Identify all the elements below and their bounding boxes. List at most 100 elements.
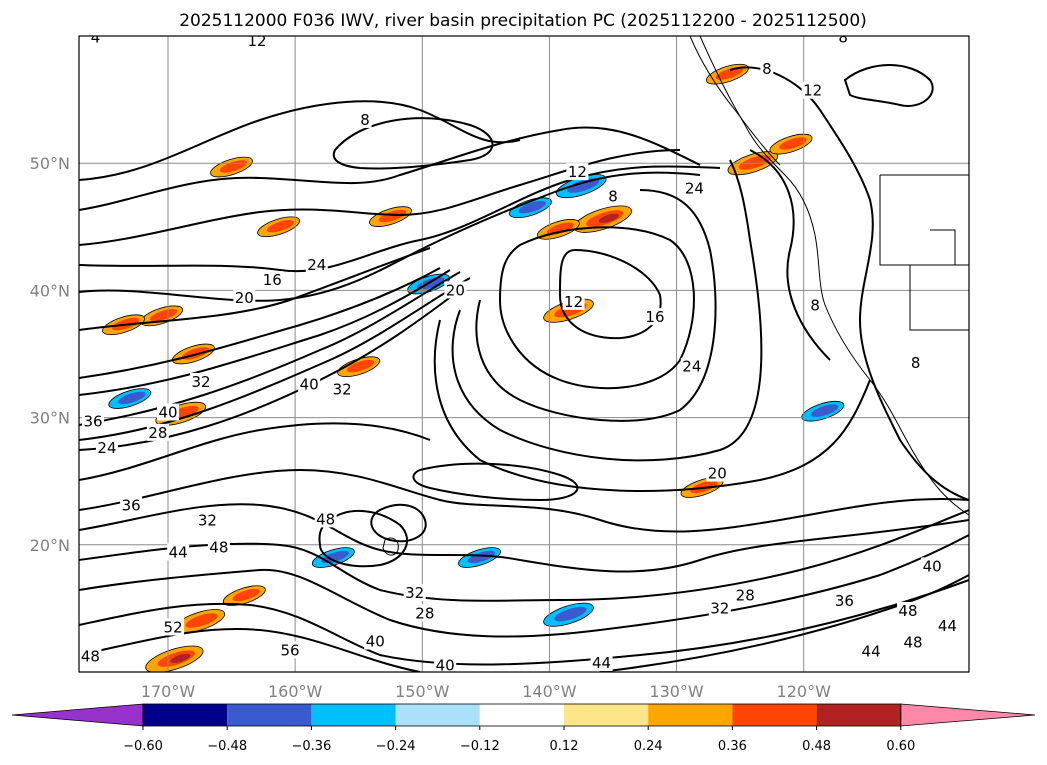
svg-text:8: 8 (838, 28, 848, 46)
iwv-contour-label: 20 (706, 464, 729, 483)
svg-text:36: 36 (83, 412, 102, 430)
svg-text:28: 28 (415, 604, 434, 622)
svg-text:40: 40 (366, 632, 385, 650)
iwv-contour-label: 32 (331, 380, 354, 399)
iwv-contour (79, 100, 521, 181)
svg-text:48: 48 (904, 634, 923, 652)
iwv-contour-label: 32 (190, 372, 213, 391)
colorbar-tick-label: −0.36 (291, 739, 331, 754)
iwv-contour-label: 44 (590, 654, 613, 672)
iwv-contour (79, 269, 451, 396)
iwv-contour-label: 8 (836, 28, 850, 46)
svg-text:32: 32 (198, 512, 217, 530)
colorbar-tick-label: −0.60 (123, 739, 163, 754)
iwv-contour-label: 32 (403, 584, 426, 602)
iwv-contour-label: 48 (79, 647, 102, 666)
svg-text:48: 48 (898, 602, 917, 620)
colorbar-tick-label: 0.36 (718, 739, 747, 754)
svg-text:24: 24 (685, 180, 704, 198)
iwv-contour (79, 422, 431, 481)
colorbar-segment (143, 704, 228, 726)
svg-text:44: 44 (938, 617, 957, 635)
iwv-contour (79, 628, 421, 672)
iwv-contour (370, 503, 427, 543)
colorbar-segment (311, 704, 396, 726)
iwv-contour-label: 32 (196, 511, 219, 530)
precip-anomaly (508, 197, 552, 219)
svg-text:8: 8 (810, 297, 820, 315)
map-frame (78, 35, 970, 673)
svg-text:20: 20 (708, 465, 727, 483)
iwv-contour-label: 40 (434, 656, 457, 672)
lon-tick-label: 130°W (649, 682, 704, 701)
iwv-contour-label: 48 (207, 538, 230, 556)
svg-text:12: 12 (247, 32, 266, 50)
iwv-contour-label: 8 (808, 296, 822, 315)
north-america-coastline (699, 36, 969, 516)
iwv-contour-labels: 12 8 8 12 24 12 16 20 24 20 16 24 32 40 32 36 40 28 24 20 36… (79, 28, 959, 672)
svg-text:52: 52 (164, 618, 183, 636)
svg-text:12: 12 (564, 293, 583, 311)
chart-title: 2025112000 F036 IWV, river basin precipi… (179, 11, 867, 31)
coastlines (382, 36, 969, 556)
colorbar-tick-label: 0.48 (802, 739, 831, 754)
iwv-contour (451, 159, 763, 462)
svg-text:20: 20 (446, 281, 465, 299)
svg-text:20: 20 (235, 289, 254, 307)
iwv-contour (79, 534, 969, 638)
iwv-contour-label: 44 (936, 617, 959, 635)
colorbar-tick-label: −0.48 (207, 739, 247, 754)
precip-anomaly (145, 645, 204, 672)
state-border (930, 229, 956, 265)
iwv-contour-label: 36 (833, 591, 856, 610)
precip-anomaly (311, 547, 355, 568)
colorbar-segment (816, 704, 901, 726)
svg-text:36: 36 (122, 496, 141, 514)
svg-text:16: 16 (263, 271, 282, 289)
hawaii-islands (382, 537, 399, 556)
iwv-contour (749, 149, 831, 361)
iwv-contour (332, 117, 494, 170)
colorbar-tick-label: −0.12 (460, 739, 500, 754)
lon-tick-label: 150°W (395, 682, 450, 701)
colorbar-segment (564, 704, 649, 726)
colorbar-extend-min (11, 703, 144, 727)
iwv-contour-label: 48 (902, 633, 925, 652)
iwv-contour-label: 4 (89, 36, 103, 46)
iwv-contour-label: 40 (157, 403, 179, 422)
iwv-contour (79, 267, 441, 379)
svg-text:8: 8 (762, 60, 772, 78)
svg-text:56: 56 (281, 641, 300, 659)
iwv-contour-label: 56 (279, 641, 302, 659)
svg-text:44: 44 (862, 643, 881, 661)
iwv-contour-label: 48 (314, 510, 337, 528)
svg-text:40: 40 (923, 557, 942, 575)
iwv-contour-label: 8 (760, 60, 774, 78)
iwv-contour (318, 509, 409, 568)
iwv-contour (412, 462, 579, 502)
map-panel (79, 36, 969, 672)
iwv-contour-label: 12 (562, 292, 585, 311)
lon-tick-label: 140°W (522, 682, 577, 701)
precip-anomaly (222, 585, 266, 607)
svg-text:36: 36 (835, 592, 854, 610)
lat-tick-label: 50°N (30, 154, 70, 173)
svg-text:44: 44 (169, 543, 188, 561)
colorbar-segment (395, 704, 480, 726)
svg-text:24: 24 (307, 256, 326, 274)
iwv-contour-label: 28 (734, 586, 757, 605)
precip-anomaly (257, 216, 301, 238)
iwv-contour (79, 271, 461, 426)
iwv-contour-label: 40 (364, 632, 387, 650)
iwv-contour-label: 48 (896, 601, 919, 620)
iwv-contour (599, 574, 969, 672)
iwv-contour-label: 8 (358, 110, 372, 129)
colorbar: −0.60 −0.48 −0.36 −0.24 −0.12 0.12 0.24 0.36 0.4… (11, 703, 1036, 754)
iwv-contour-label: 8 (909, 353, 923, 372)
colorbar-segment (732, 704, 817, 726)
svg-text:12: 12 (568, 163, 587, 181)
svg-text:28: 28 (148, 424, 167, 442)
colorbar-tick-label: 0.60 (886, 739, 915, 754)
iwv-contour-label: 40 (921, 557, 944, 575)
